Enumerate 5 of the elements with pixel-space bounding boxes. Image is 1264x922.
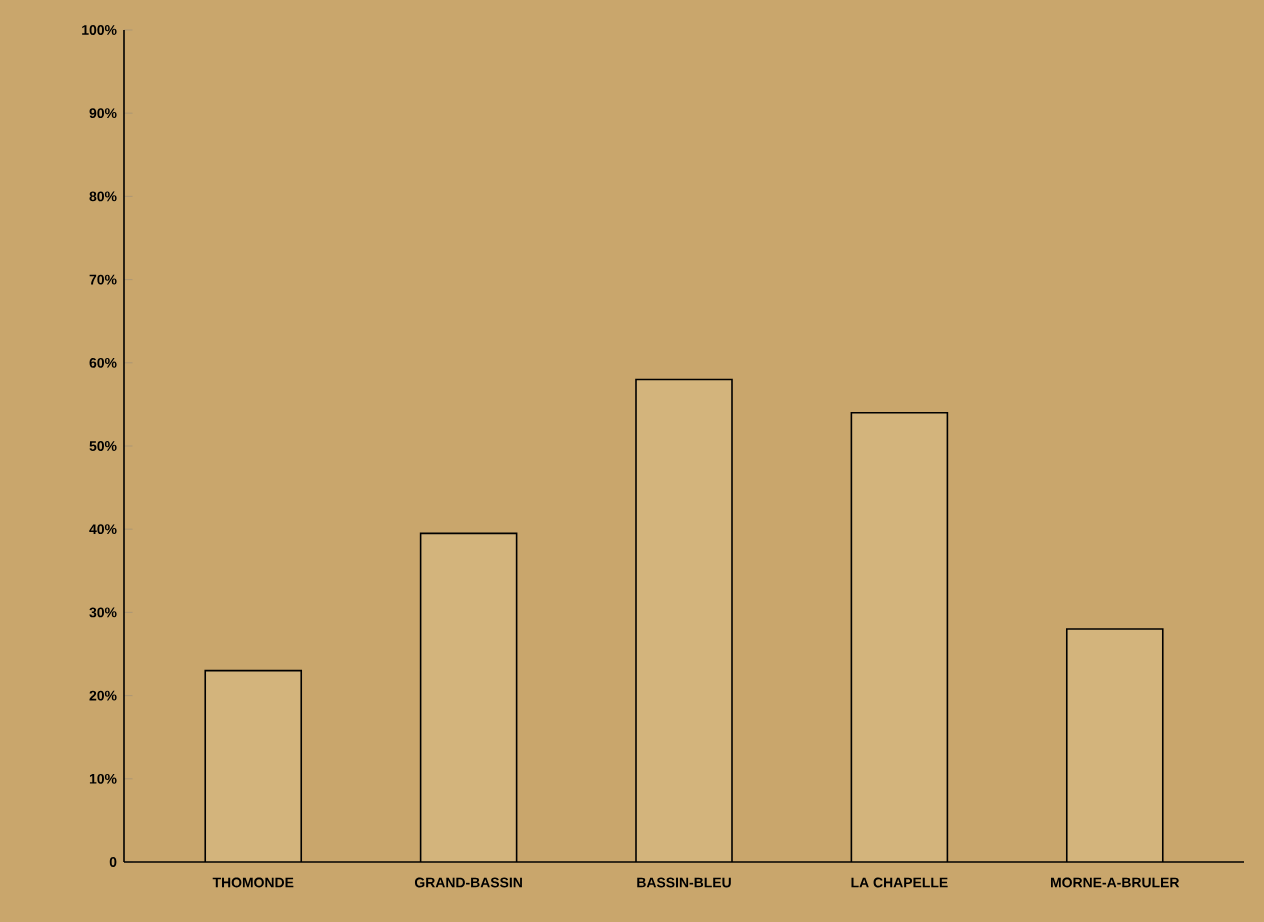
bar [1065, 628, 1164, 862]
bar [420, 533, 517, 862]
bar [636, 379, 732, 862]
bar [205, 670, 302, 862]
bar [851, 412, 948, 862]
